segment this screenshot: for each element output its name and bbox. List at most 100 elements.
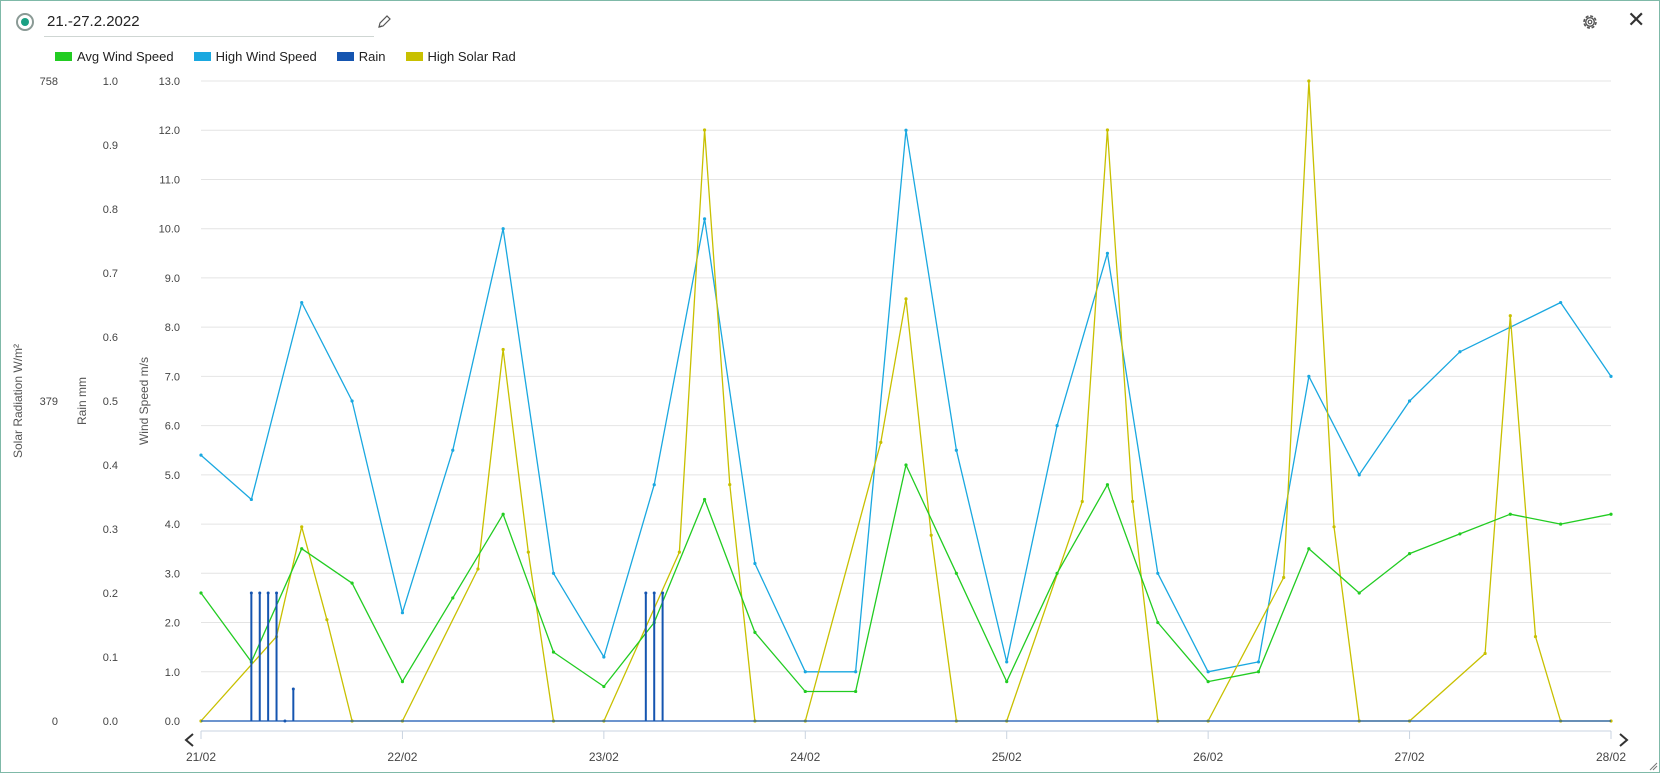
rain-tick-label: 0.7 [103,268,118,280]
legend-item-solar[interactable]: High Solar Rad [405,47,516,65]
data-point [1156,620,1160,625]
legend-label: Avg Wind Speed [77,48,174,64]
data-point [904,128,908,132]
data-point [1609,374,1613,378]
data-point [325,618,329,622]
data-point [1206,670,1210,674]
rain-tick-label: 0.2 [103,588,118,600]
data-point [300,547,304,551]
resize-handle-icon[interactable] [1648,761,1658,771]
data-point [1105,251,1110,255]
data-point [803,670,807,674]
legend-label: High Wind Speed [215,48,317,64]
data-point [702,497,707,502]
wind-tick-label: 2.0 [165,618,180,630]
radio-dot [21,18,29,26]
solar-tick-label: 758 [40,76,58,88]
data-point [1407,399,1412,403]
data-point [526,550,530,554]
data-point [1609,512,1613,516]
data-point [1055,571,1059,575]
x-tick-label: 24/02 [790,750,820,764]
data-point [551,571,556,575]
wind-tick-label: 5.0 [165,470,180,482]
rain-point [275,591,279,595]
gear-icon[interactable] [1580,12,1600,32]
data-point [1105,483,1110,487]
data-point [677,550,681,554]
wind-tick-label: 13.0 [159,76,180,88]
pencil-icon[interactable] [376,14,392,30]
data-point [400,611,405,615]
solar-tick-label: 379 [40,396,58,408]
data-point [879,440,883,444]
chart-grid [201,80,1611,722]
close-icon[interactable]: ✕ [1627,7,1646,32]
rain-tick-label: 1.0 [103,76,118,88]
legend-swatch [55,51,72,61]
data-point [1005,660,1009,664]
data-point [1357,591,1361,595]
wind-axis-title: Wind Speed m/s [137,357,151,445]
chart-series [199,79,1613,723]
data-point [1483,651,1487,656]
x-tick-label: 23/02 [589,750,619,764]
data-point [652,483,656,487]
series-line [200,80,1611,722]
data-point [1080,499,1084,504]
data-point [476,567,480,571]
data-point [1357,473,1361,477]
series-high-solar-rad [199,79,1613,723]
solar-axis-title: Solar Radiation W/m² [11,344,25,458]
legend-swatch [336,51,354,61]
wind-tick-label: 6.0 [165,421,180,433]
legend-item-avg-wind[interactable]: Avg Wind Speed [55,47,174,65]
rain-tick-label: 0.5 [103,396,118,408]
chart-header: 21.-27.2.2022 ✕ [0,0,1662,46]
solar-tick-label: 0 [52,716,58,728]
rain-tick-label: 0.8 [103,204,118,216]
rain-tick-label: 0.6 [103,332,118,344]
legend-swatch [405,51,423,61]
data-point [199,453,203,457]
rain-point [258,591,262,595]
title-underline [44,36,374,37]
legend-item-high-wind[interactable]: High Wind Speed [193,47,317,65]
rain-point [644,591,648,595]
data-point [1559,300,1563,305]
data-point [501,347,505,352]
data-point [1055,424,1059,428]
data-point [1508,512,1512,516]
data-point [249,497,253,502]
next-chevron-icon[interactable] [1619,733,1629,747]
data-point [904,463,908,467]
data-point [1458,532,1462,536]
data-point [1559,522,1563,526]
rain-axis-title: Rain mm [75,377,89,425]
rain-point [249,591,253,595]
rain-point [661,591,665,595]
x-tick-label: 28/02 [1596,750,1626,764]
chart-title[interactable]: 21.-27.2.2022 [47,13,140,30]
data-point [1206,680,1210,684]
data-point [1105,128,1110,132]
data-point [1156,571,1160,575]
wind-tick-label: 8.0 [165,322,180,334]
prev-chevron-icon[interactable] [184,733,194,747]
legend-item-rain[interactable]: Rain [336,47,386,65]
data-point [602,684,606,689]
x-tick-label: 22/02 [387,750,417,764]
x-tick-label: 21/02 [186,750,216,764]
data-point [451,596,455,600]
series-rain [201,591,1611,723]
data-point [854,689,858,694]
data-point [753,561,757,566]
data-point [501,227,505,231]
data-point [551,650,556,654]
data-point [702,217,707,221]
series-toggle-radio[interactable] [16,13,34,31]
data-point [954,448,958,452]
x-tick-label: 25/02 [992,750,1022,764]
data-point [1256,660,1261,664]
